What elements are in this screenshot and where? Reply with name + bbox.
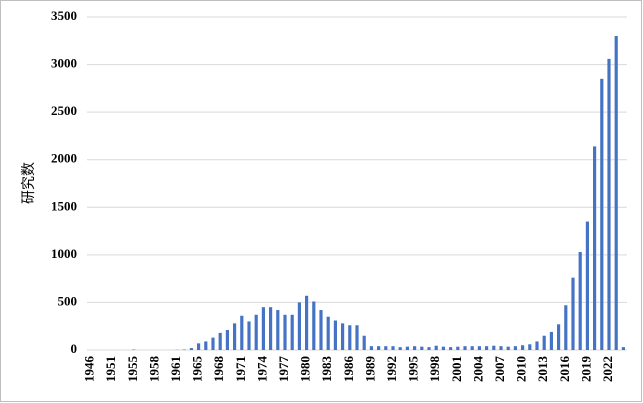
bar [557, 324, 561, 350]
bar [571, 277, 575, 350]
bar [528, 344, 532, 350]
bar [621, 347, 625, 350]
bar [420, 346, 424, 350]
bar [211, 337, 215, 350]
x-tick-label: 1980 [298, 356, 313, 382]
bar [564, 305, 568, 350]
bar [499, 346, 503, 350]
y-tick-label: 3500 [51, 8, 77, 23]
bar [542, 335, 546, 350]
x-tick-label: 2013 [535, 356, 550, 383]
bar [362, 335, 366, 350]
bar [477, 346, 481, 350]
x-tick-label: 2019 [578, 356, 593, 383]
bar [261, 307, 265, 350]
bar [413, 346, 417, 350]
x-tick-label: 1983 [319, 356, 334, 383]
bar [441, 346, 445, 350]
y-tick-label: 1000 [51, 246, 77, 261]
bar [319, 310, 323, 350]
bar [240, 315, 244, 350]
bar [348, 325, 352, 350]
x-tick-label: 1974 [254, 356, 269, 383]
bar [305, 295, 309, 350]
bar [427, 347, 431, 350]
bar [333, 320, 337, 350]
y-axis-label: 研究数 [21, 162, 37, 204]
bar [549, 331, 553, 350]
x-tick-label: 2010 [514, 356, 529, 382]
y-tick-label: 2000 [51, 151, 77, 166]
x-tick-label: 1971 [233, 356, 248, 382]
x-tick-label: 1989 [362, 356, 377, 383]
y-tick-label: 1500 [51, 198, 77, 213]
bar [614, 36, 618, 351]
x-tick-label: 2022 [600, 356, 615, 382]
x-tick-label: 1965 [190, 356, 205, 383]
bar [463, 346, 467, 350]
bar [369, 346, 373, 350]
bar [398, 347, 402, 350]
y-tick-label: 0 [71, 341, 78, 356]
x-tick-label: 2004 [470, 356, 485, 383]
bar [290, 314, 294, 350]
x-tick-label: 1995 [406, 356, 421, 383]
bar [607, 58, 611, 351]
bar [405, 346, 409, 350]
bar [456, 346, 460, 350]
y-tick-label: 500 [58, 293, 78, 308]
bar [377, 346, 381, 350]
bar [485, 346, 489, 350]
x-tick-label: 1958 [146, 356, 161, 383]
bar [600, 78, 604, 350]
bar [513, 346, 517, 350]
x-tick-label: 1992 [384, 356, 399, 382]
bar [233, 323, 237, 350]
bar [326, 316, 330, 350]
bar [341, 323, 345, 350]
bar [225, 330, 229, 350]
x-tick-label: 1998 [427, 356, 442, 383]
bar [593, 146, 597, 350]
x-tick-label: 1955 [125, 356, 140, 383]
bar [535, 341, 539, 350]
x-tick-label: 2016 [557, 356, 572, 383]
bar [197, 343, 201, 350]
bar [297, 302, 301, 350]
bar [204, 341, 208, 350]
bar [254, 314, 258, 350]
bar [189, 348, 193, 350]
x-tick-label: 1946 [82, 356, 97, 383]
bar [218, 332, 222, 350]
bar [470, 346, 474, 350]
x-tick-label: 1951 [103, 356, 118, 382]
bar [384, 346, 388, 350]
bar [391, 346, 395, 350]
bar [521, 345, 525, 350]
bar [506, 346, 510, 350]
bar [578, 252, 582, 350]
bar [276, 310, 280, 350]
bar [492, 345, 496, 350]
x-tick-label: 2007 [492, 356, 507, 383]
x-tick-label: 2001 [449, 356, 464, 382]
bar [247, 321, 251, 350]
bar [283, 314, 287, 350]
bar [355, 325, 359, 350]
x-tick-label: 1986 [341, 356, 356, 383]
x-tick-label: 1968 [211, 356, 226, 383]
x-tick-label: 1977 [276, 356, 291, 383]
bar [269, 307, 273, 350]
bar [449, 347, 453, 350]
bar [434, 345, 438, 350]
bar [312, 301, 316, 350]
y-tick-label: 3000 [51, 56, 77, 71]
bar [585, 221, 589, 350]
x-tick-label: 1961 [168, 356, 183, 382]
y-tick-label: 2500 [51, 103, 77, 118]
